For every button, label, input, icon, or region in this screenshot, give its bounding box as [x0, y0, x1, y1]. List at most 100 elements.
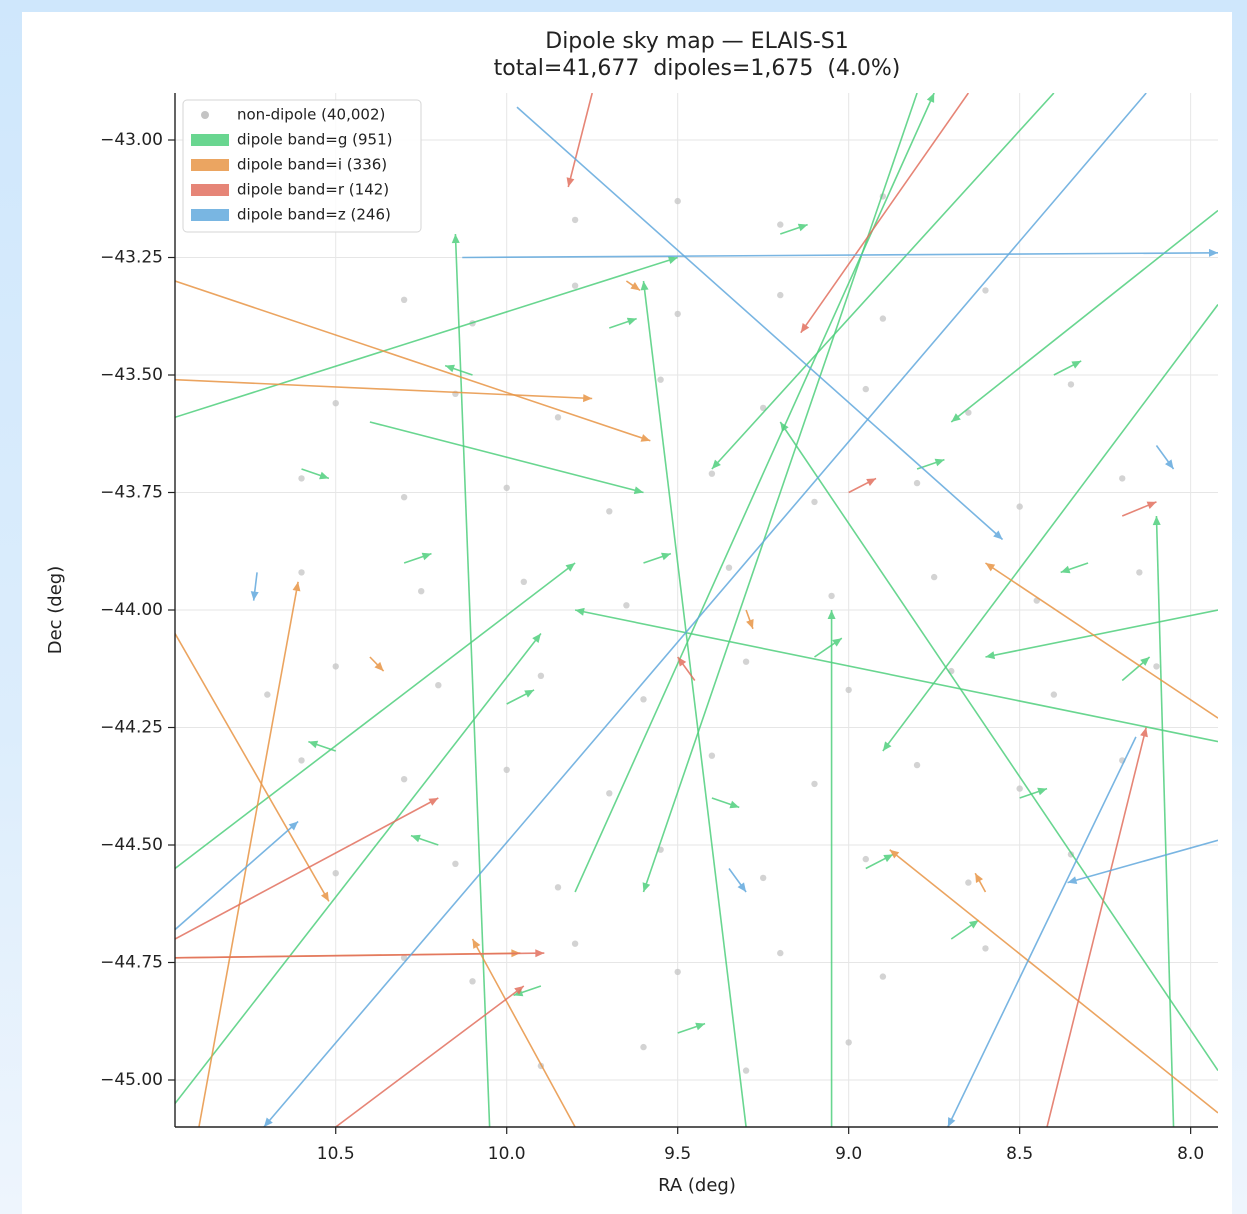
point [742, 658, 750, 665]
arrow-head [1165, 459, 1174, 469]
point [332, 870, 339, 877]
arrow-shaft [175, 952, 545, 959]
arrow-shaft [1155, 515, 1175, 1127]
arrow-head [374, 661, 384, 672]
point [503, 484, 510, 491]
dipole-arrow [814, 637, 843, 658]
point [725, 564, 733, 571]
legend-marker [191, 159, 229, 171]
y-tick-label: −44.75 [100, 953, 163, 973]
dipole-arrow [950, 209, 1218, 423]
arrow-head [985, 651, 996, 660]
dipole-arrow [1155, 445, 1175, 470]
arrow-head [832, 638, 842, 647]
point [674, 310, 681, 318]
dipole-arrow [827, 610, 836, 1127]
x-tick-label: 8.0 [1177, 1144, 1204, 1164]
dipole-arrow [175, 797, 439, 940]
arrow-head [292, 581, 301, 592]
point [913, 479, 921, 487]
y-tick-label: −43.25 [100, 248, 163, 268]
arrow-shaft [175, 256, 678, 419]
dipole-arrow [889, 849, 1218, 1114]
arrow-shaft [454, 233, 491, 1127]
point [862, 855, 869, 863]
legend-marker [191, 184, 229, 196]
x-tick-label: 8.5 [1006, 1144, 1033, 1164]
legend: non-dipole (40,002) dipole band=g (951) di… [182, 99, 422, 233]
arrow-head [583, 394, 593, 403]
arrow-shaft [175, 633, 542, 1104]
point [418, 588, 425, 595]
point [503, 766, 510, 773]
arrow-shaft [642, 93, 918, 893]
arrow-head [947, 1117, 956, 1127]
arrow-head [975, 873, 984, 884]
dipole-arrow [175, 562, 576, 870]
point [708, 470, 716, 477]
point [1153, 663, 1160, 670]
arrow-head [1140, 657, 1150, 666]
point [982, 945, 989, 952]
point [298, 757, 305, 764]
arrow-head [308, 740, 319, 749]
point [400, 296, 408, 303]
dipole-arrow [471, 938, 576, 1127]
x-tick-label: 9.0 [835, 1144, 862, 1164]
point [400, 776, 408, 783]
arrow-head [1071, 360, 1082, 369]
y-tick-label: −45.00 [100, 1070, 163, 1090]
arrow-head [866, 478, 877, 487]
point [879, 973, 887, 980]
arrow-head [1146, 501, 1157, 510]
arrow-head [1067, 876, 1078, 885]
legend-box [182, 99, 422, 233]
point [862, 385, 869, 393]
point [1050, 691, 1058, 698]
arrow-shaft [574, 609, 1218, 743]
point [759, 874, 767, 882]
legend-label: dipole band=i (336) [237, 156, 387, 174]
point [845, 686, 852, 694]
dipole-arrow [462, 248, 1218, 259]
point [828, 592, 835, 600]
dipole-arrow [1121, 656, 1151, 682]
arrow-head [288, 821, 299, 831]
arrow-head [421, 552, 432, 561]
arrow-head [263, 1117, 273, 1127]
legend-marker [201, 111, 209, 119]
legend-label: dipole band=z (246) [237, 206, 391, 224]
y-tick-label: −43.50 [100, 365, 163, 385]
y-tick-label: −44.50 [100, 835, 163, 855]
point [332, 663, 339, 670]
x-tick-label: 10.0 [488, 1144, 526, 1164]
dipole-arrow [335, 985, 525, 1127]
arrow-head [800, 323, 810, 333]
dipole-arrow [1053, 360, 1082, 376]
dipole-arrow [779, 421, 1218, 1072]
point [930, 573, 938, 581]
arrow-head [737, 882, 747, 892]
arrow-head [410, 834, 421, 843]
dipole-arrow [1152, 515, 1175, 1127]
arrow-shaft [175, 280, 651, 442]
point [537, 672, 545, 679]
dipole-arrow [882, 304, 1218, 752]
point [1016, 503, 1023, 510]
arrow-shaft [369, 421, 644, 494]
arrow-shaft [1067, 839, 1218, 884]
arrow-head [695, 1022, 706, 1031]
arrow-head [951, 413, 961, 422]
legend-label: dipole band=g (951) [237, 131, 393, 149]
arrow-head [630, 282, 641, 291]
dipole-arrow [301, 468, 330, 480]
dipole-arrow [677, 656, 696, 681]
dipole-arrow [369, 656, 385, 672]
x-tick-label: 10.5 [317, 1144, 355, 1164]
point [400, 954, 408, 961]
dipole-arrow [506, 689, 535, 705]
arrow-shaft [175, 820, 299, 931]
arrow-shaft [175, 562, 576, 870]
arrow-head [575, 607, 585, 616]
